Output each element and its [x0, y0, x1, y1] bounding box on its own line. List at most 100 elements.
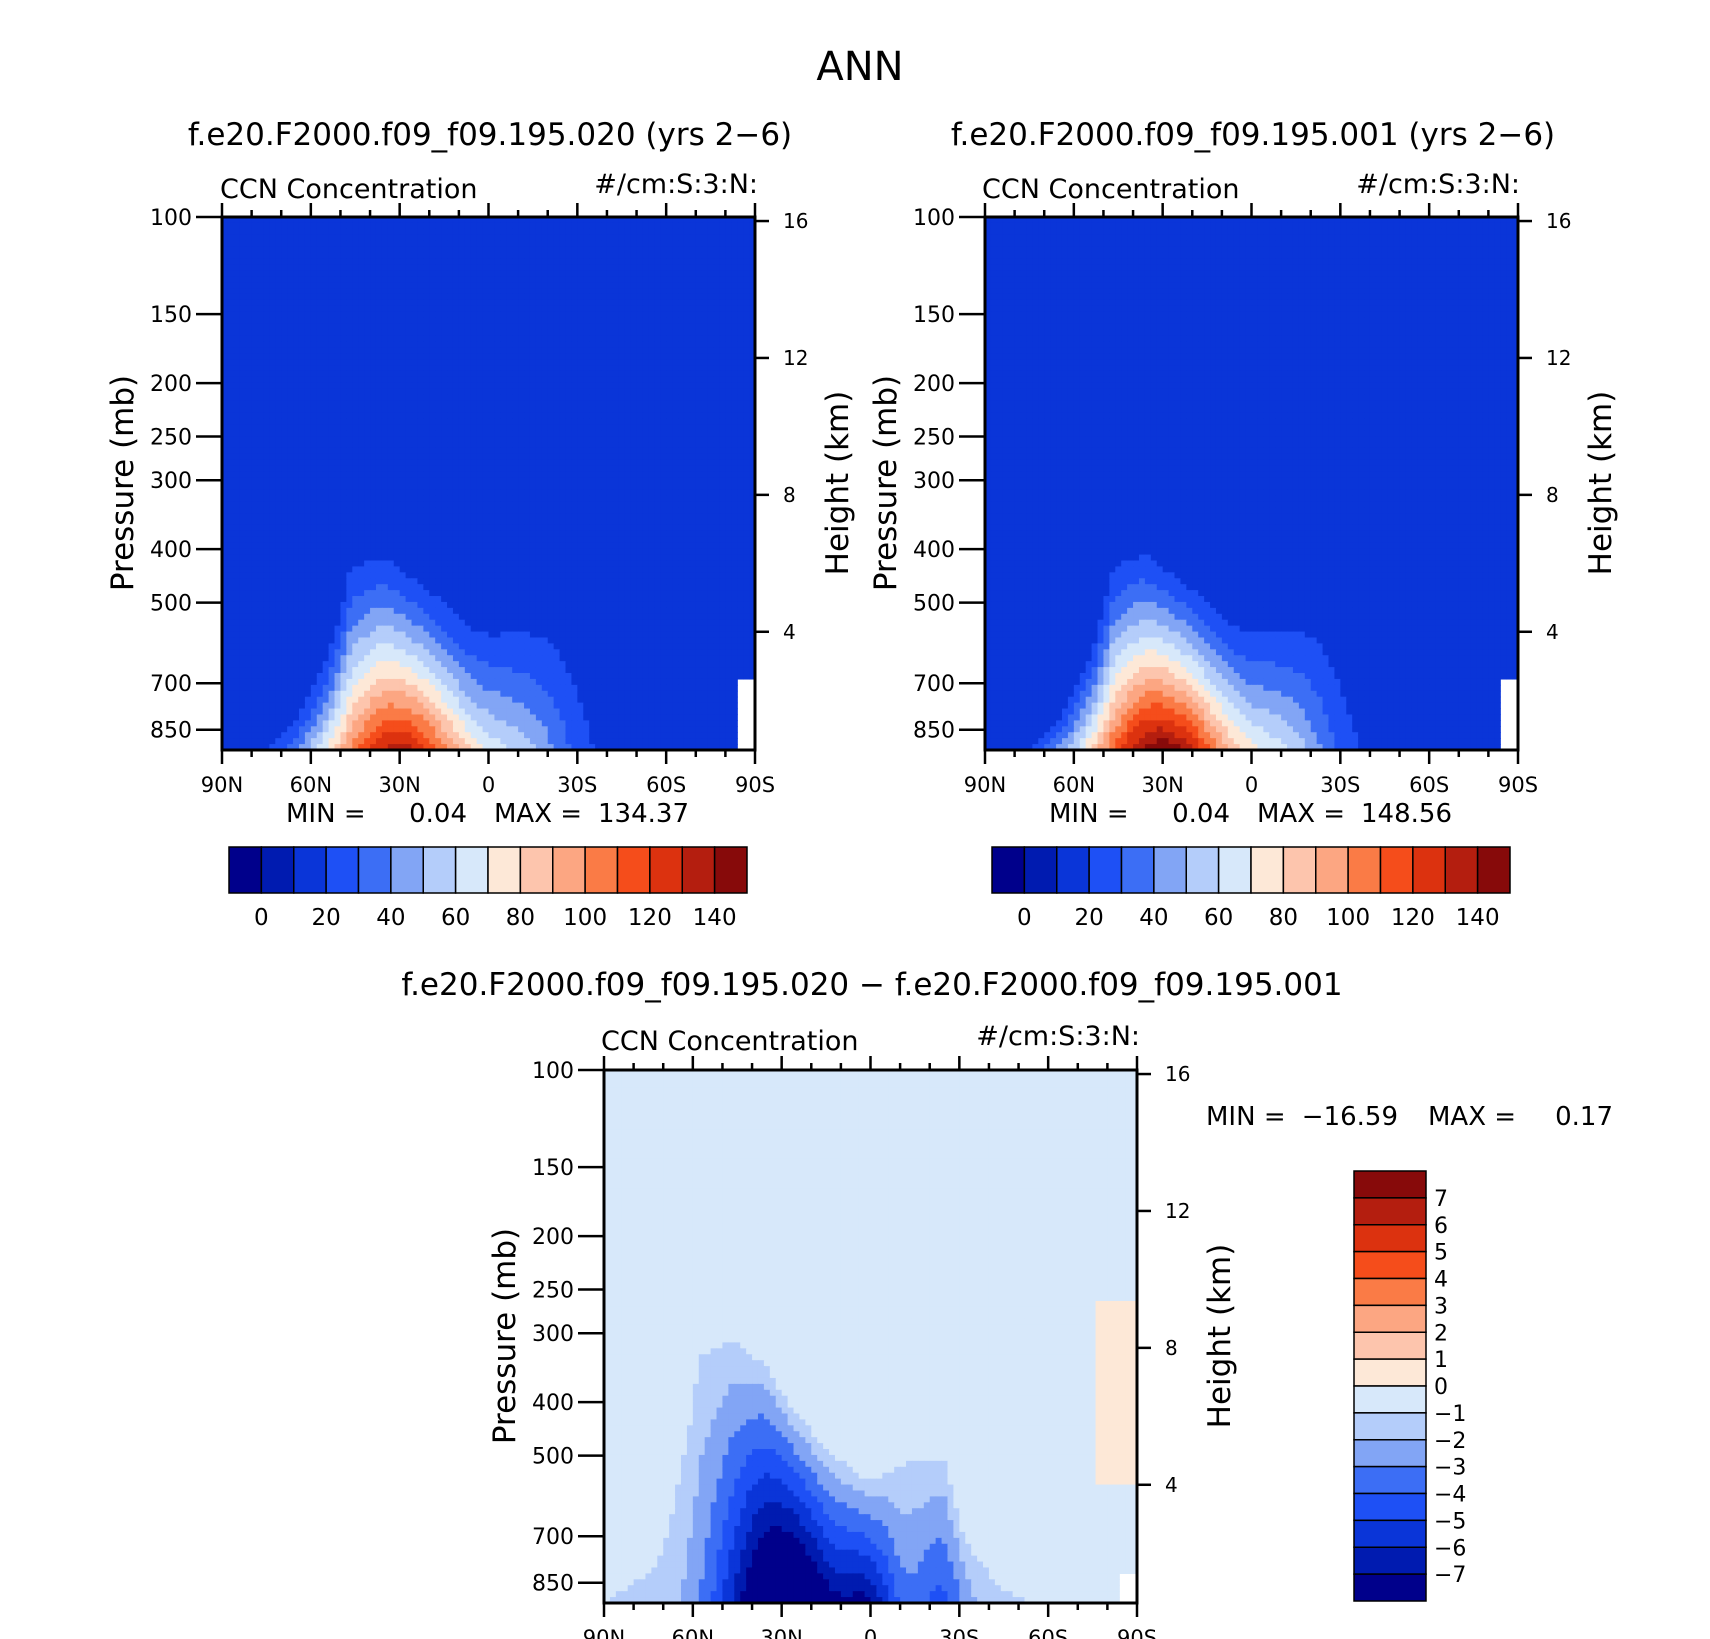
field-cell [452, 513, 460, 520]
field-cell [518, 418, 525, 425]
field-cell [565, 365, 573, 372]
field-cell [654, 365, 661, 372]
field-cell [725, 341, 732, 348]
field-cell [654, 453, 661, 461]
field-cell [227, 359, 235, 366]
field-cell [239, 347, 247, 354]
field-cell [310, 234, 318, 242]
field-cell [707, 246, 715, 254]
field-cell [281, 329, 288, 337]
field-cell [464, 447, 472, 455]
field-cell [707, 323, 715, 331]
field-cell [524, 282, 531, 289]
field-cell [666, 406, 673, 414]
field-cell [654, 305, 661, 313]
field-cell [506, 459, 513, 467]
field-cell [524, 270, 531, 277]
field-cell [595, 459, 602, 467]
field-cell [689, 388, 697, 396]
field-cell [328, 323, 336, 331]
field-cell [429, 406, 436, 414]
field-cell [322, 519, 330, 526]
field-cell [535, 382, 543, 390]
field-cell [512, 347, 519, 354]
field-cell [304, 246, 312, 254]
field-cell [654, 317, 661, 325]
field-cell [316, 471, 324, 479]
field-cell [358, 536, 365, 544]
field-cell [227, 424, 235, 431]
field-cell [565, 288, 573, 295]
field-cell [500, 252, 507, 260]
field-cell [293, 353, 300, 360]
field-cell [725, 234, 732, 242]
field-cell [263, 424, 270, 431]
field-cell [529, 394, 537, 402]
field-cell [452, 447, 460, 455]
field-cell [624, 430, 632, 437]
field-cell [387, 228, 395, 236]
field-cell [263, 430, 270, 437]
field-cell [381, 424, 389, 431]
field-cell [316, 459, 324, 467]
field-cell [476, 252, 484, 260]
field-cell [293, 530, 300, 538]
field-cell [346, 288, 353, 295]
field-cell [660, 222, 667, 230]
field-cell [441, 519, 448, 526]
field-cell [328, 305, 336, 313]
field-cell [524, 412, 531, 419]
field-cell [565, 447, 573, 455]
field-cell [618, 288, 626, 295]
field-cell [387, 353, 395, 360]
field-cell [529, 353, 537, 360]
field-cell [263, 412, 270, 419]
field-cell [660, 258, 667, 265]
field-cell [476, 282, 484, 289]
field-cell [298, 311, 306, 319]
field-cell [630, 359, 638, 366]
field-cell [304, 217, 312, 224]
field-cell [547, 418, 555, 425]
field-cell [583, 234, 590, 242]
field-cell [506, 359, 513, 366]
field-cell [293, 519, 300, 526]
field-cell [648, 228, 655, 236]
field-cell [435, 359, 442, 366]
field-cell [654, 536, 661, 544]
field-cell [512, 276, 519, 283]
field-cell [500, 519, 507, 526]
field-cell [464, 228, 472, 236]
field-cell [601, 246, 608, 254]
field-cell [358, 542, 365, 550]
field-cell [683, 388, 691, 396]
field-cell [719, 317, 726, 325]
field-cell [541, 400, 549, 408]
field-cell [417, 317, 424, 325]
field-cell [672, 524, 679, 532]
field-cell [245, 353, 253, 360]
field-cell [470, 524, 478, 532]
field-cell [245, 234, 253, 242]
field-cell [553, 246, 561, 254]
field-cell [725, 252, 732, 260]
field-cell [293, 447, 300, 455]
field-cell [725, 530, 732, 538]
field-cell [417, 264, 424, 271]
field-cell [719, 341, 726, 348]
field-cell [630, 246, 638, 254]
field-cell [713, 471, 721, 479]
field-cell [476, 288, 484, 295]
field-cell [470, 519, 478, 526]
field-cell [441, 507, 448, 514]
field-cell [618, 447, 626, 455]
field-cell [233, 376, 241, 384]
field-cell [524, 353, 531, 360]
field-cell [689, 495, 697, 502]
field-cell [749, 536, 756, 544]
field-cell [595, 465, 602, 473]
field-cell [476, 513, 484, 520]
field-cell [541, 412, 549, 419]
field-cell [452, 495, 460, 502]
field-cell [731, 447, 738, 455]
